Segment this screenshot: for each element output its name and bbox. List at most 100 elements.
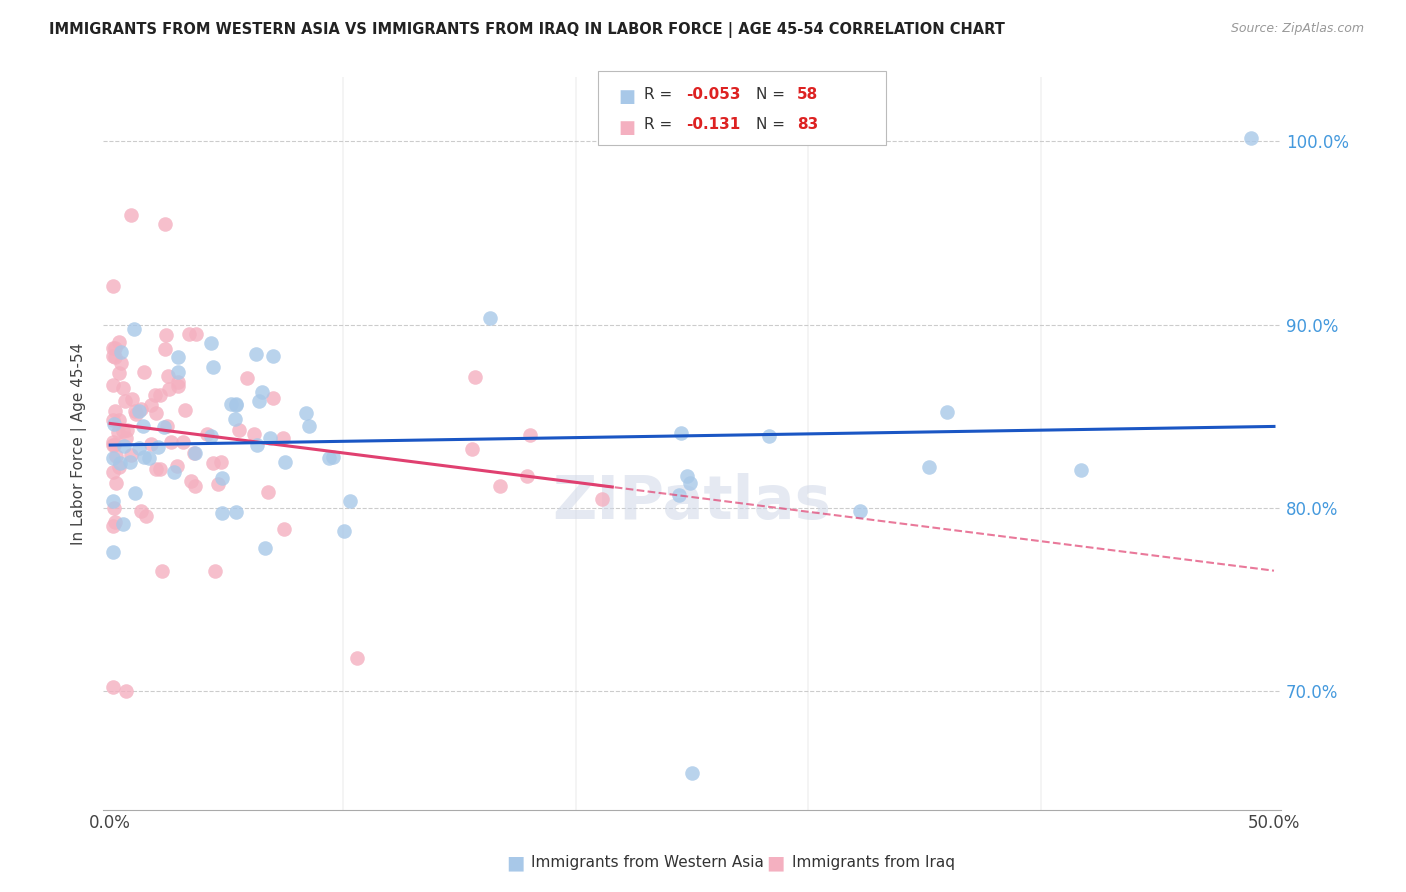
Point: [184, 327, 207, 342]
Point: [333, 524, 356, 538]
Text: R =: R =: [644, 117, 678, 132]
Point: [108, 334, 131, 349]
Point: [138, 451, 160, 466]
Point: [249, 393, 271, 408]
Point: [121, 392, 143, 406]
Point: [101, 377, 124, 392]
Point: [202, 456, 225, 470]
Point: [211, 506, 233, 520]
Point: [128, 404, 150, 418]
Point: [516, 468, 538, 483]
Point: [245, 347, 267, 361]
Point: [145, 462, 167, 476]
Point: [128, 442, 150, 456]
Point: [489, 479, 512, 493]
Text: N =: N =: [756, 117, 790, 132]
Point: [183, 446, 205, 460]
Point: [225, 398, 247, 412]
Point: [120, 448, 142, 462]
Text: IMMIGRANTS FROM WESTERN ASIA VS IMMIGRANTS FROM IRAQ IN LABOR FORCE | AGE 45-54 : IMMIGRANTS FROM WESTERN ASIA VS IMMIGRAN…: [49, 22, 1005, 38]
Point: [204, 564, 226, 578]
Point: [148, 388, 170, 402]
Point: [162, 465, 184, 479]
Point: [101, 349, 124, 363]
Point: [124, 321, 146, 335]
Text: ■: ■: [619, 88, 636, 106]
Text: -0.053: -0.053: [686, 87, 741, 102]
Point: [184, 479, 207, 493]
Point: [101, 519, 124, 533]
Point: [139, 437, 162, 451]
Point: [180, 474, 202, 488]
Point: [135, 509, 157, 524]
Point: [145, 406, 167, 420]
Point: [259, 431, 281, 445]
Text: 83: 83: [797, 117, 818, 132]
Point: [101, 494, 124, 508]
Text: ■: ■: [766, 853, 785, 872]
Point: [250, 384, 273, 399]
Point: [104, 341, 127, 355]
Point: [101, 435, 124, 450]
Text: Immigrants from Iraq: Immigrants from Iraq: [792, 855, 955, 870]
Text: ■: ■: [619, 119, 636, 136]
Point: [156, 419, 179, 434]
Point: [209, 455, 232, 469]
Point: [114, 439, 136, 453]
Point: [1070, 463, 1092, 477]
Point: [262, 349, 284, 363]
Y-axis label: In Labor Force | Age 45-54: In Labor Force | Age 45-54: [72, 343, 87, 545]
Point: [101, 413, 124, 427]
Point: [236, 371, 259, 385]
Point: [166, 379, 188, 393]
Point: [221, 397, 243, 411]
Point: [225, 397, 247, 411]
Point: [153, 420, 176, 434]
Point: [110, 456, 132, 470]
Point: [124, 485, 146, 500]
Point: [257, 484, 280, 499]
Text: 58: 58: [797, 87, 818, 102]
Point: [848, 504, 870, 518]
Point: [668, 488, 690, 502]
Point: [104, 404, 127, 418]
Text: R =: R =: [644, 87, 678, 102]
Point: [177, 327, 200, 342]
Point: [108, 413, 131, 427]
Point: [104, 449, 127, 463]
Point: [150, 564, 173, 578]
Point: [149, 462, 172, 476]
Point: [166, 458, 188, 473]
Point: [224, 412, 246, 426]
Point: [200, 429, 222, 443]
Point: [101, 278, 124, 293]
Point: [132, 450, 155, 465]
Point: [167, 365, 190, 379]
Point: [103, 500, 125, 515]
Point: [195, 426, 218, 441]
Point: [120, 208, 142, 222]
Point: [166, 351, 188, 365]
Point: [108, 366, 131, 380]
Point: [114, 394, 136, 409]
Point: [103, 438, 125, 452]
Point: [669, 425, 692, 440]
Point: [322, 450, 344, 465]
Point: [132, 365, 155, 379]
Point: [108, 460, 131, 475]
Point: [104, 350, 127, 364]
Point: [676, 468, 699, 483]
Point: [1240, 131, 1263, 145]
Point: [131, 418, 153, 433]
Point: [201, 359, 224, 374]
Point: [318, 451, 340, 466]
Point: [125, 407, 148, 421]
Point: [681, 766, 703, 780]
Point: [104, 516, 127, 530]
Text: ZIPatlas: ZIPatlas: [553, 473, 831, 532]
Point: [115, 683, 138, 698]
Point: [294, 406, 316, 420]
Point: [460, 442, 482, 456]
Point: [110, 345, 132, 359]
Point: [111, 424, 134, 438]
